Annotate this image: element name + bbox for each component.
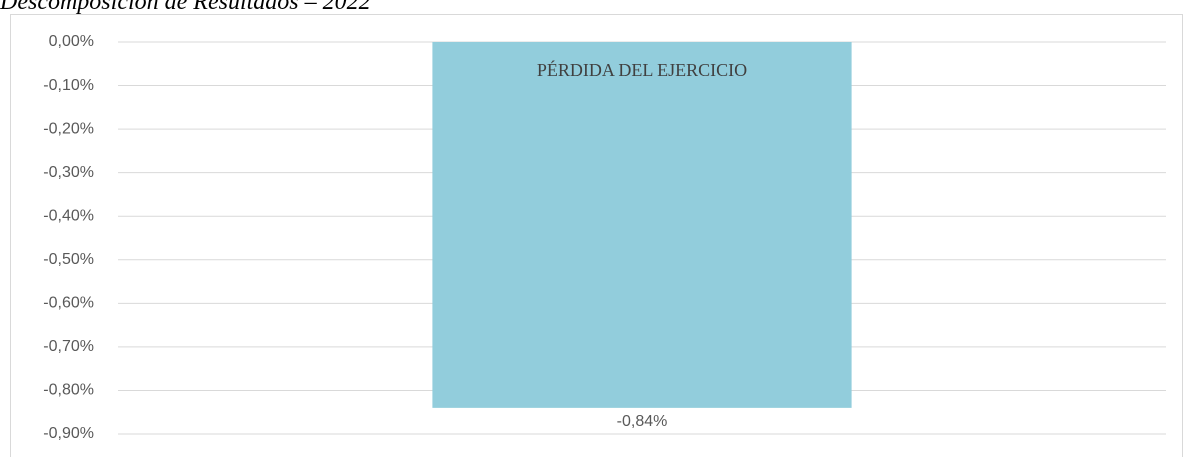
- category-label: PÉRDIDA DEL EJERCICIO: [537, 59, 747, 80]
- y-tick-label: -0,10%: [43, 77, 94, 94]
- y-tick-label: -0,60%: [43, 295, 94, 312]
- y-tick-label: 0,00%: [49, 33, 94, 50]
- bar: [432, 42, 852, 408]
- y-tick-label: -0,70%: [43, 338, 94, 355]
- y-tick-label: -0,20%: [43, 120, 94, 137]
- data-label: -0,84%: [617, 413, 668, 430]
- y-tick-label: -0,80%: [43, 382, 94, 399]
- y-tick-label: -0,30%: [43, 164, 94, 181]
- chart-title: Descomposición de Resultados – 2022: [0, 0, 371, 15]
- y-tick-label: -0,40%: [43, 207, 94, 224]
- y-tick-label: -0,90%: [43, 425, 94, 442]
- y-tick-label: -0,50%: [43, 251, 94, 268]
